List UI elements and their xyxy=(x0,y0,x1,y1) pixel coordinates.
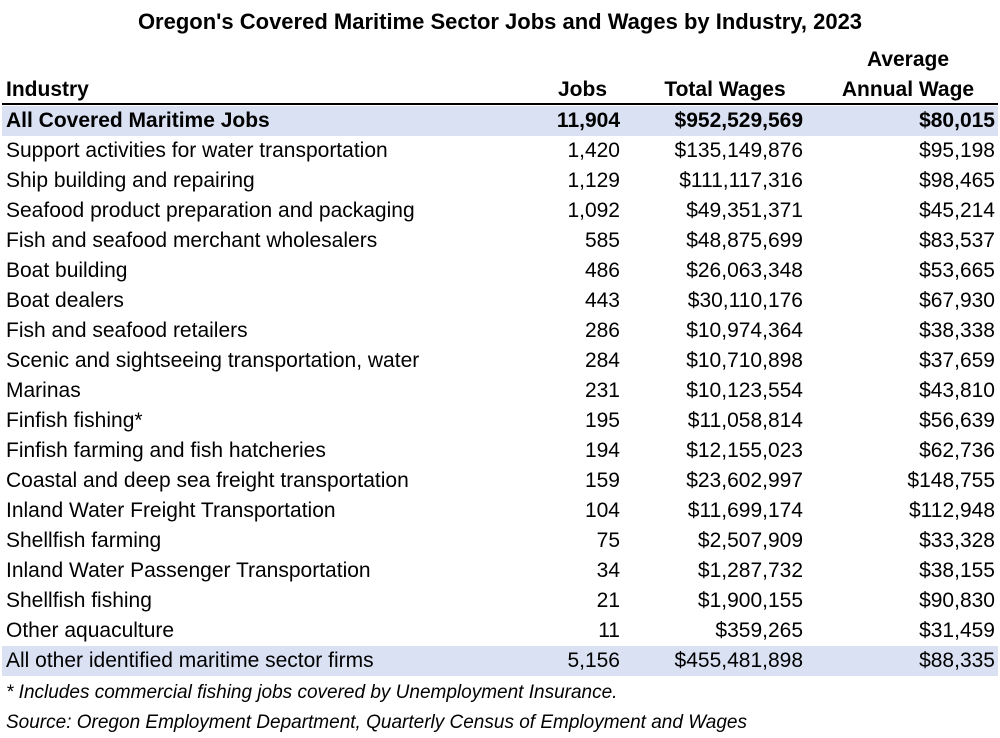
industry-cell: Boat dealers xyxy=(6,289,124,312)
value-cell: 159 xyxy=(584,469,620,492)
value-cell: $112,948 xyxy=(908,499,995,522)
industry-cell: Inland Water Freight Transportation xyxy=(6,499,336,522)
value-cell: $83,537 xyxy=(919,229,995,252)
industry-cell: All Covered Maritime Jobs xyxy=(6,109,270,132)
value-cell: $37,659 xyxy=(919,349,995,372)
value-cell: $10,123,554 xyxy=(686,379,803,402)
industry-cell: Shellfish fishing xyxy=(6,589,152,612)
value-cell: $45,214 xyxy=(919,199,995,222)
value-cell: $38,155 xyxy=(919,559,995,582)
footnote: * Includes commercial fishing jobs cover… xyxy=(6,682,618,703)
value-cell: $38,338 xyxy=(919,319,995,342)
footnote: Source: Oregon Employment Department, Qu… xyxy=(6,712,747,733)
value-cell: 1,092 xyxy=(567,199,620,222)
value-cell: $11,058,814 xyxy=(687,409,803,432)
value-cell: $26,063,348 xyxy=(686,259,803,282)
value-cell: $11,699,174 xyxy=(687,499,803,522)
value-cell: $62,736 xyxy=(919,439,995,462)
industry-cell: Fish and seafood merchant wholesalers xyxy=(6,229,378,252)
industry-cell: Marinas xyxy=(6,379,81,402)
value-cell: $53,665 xyxy=(919,259,995,282)
value-cell: $30,110,176 xyxy=(687,289,803,312)
row-highlight xyxy=(2,646,998,676)
value-cell: $49,351,371 xyxy=(686,199,803,222)
value-cell: $98,465 xyxy=(919,169,995,192)
row-highlight xyxy=(2,106,998,136)
value-cell: $1,287,732 xyxy=(697,559,803,582)
value-cell: 5,156 xyxy=(567,649,620,672)
value-cell: $135,149,876 xyxy=(674,139,803,162)
value-cell: $56,639 xyxy=(919,409,995,432)
value-cell: 104 xyxy=(584,499,620,522)
value-cell: $88,335 xyxy=(919,649,995,672)
column-header: Industry xyxy=(6,78,89,101)
value-cell: 486 xyxy=(584,259,620,282)
industry-cell: Boat building xyxy=(6,259,128,282)
industry-cell: Shellfish farming xyxy=(6,529,162,552)
column-header: Jobs xyxy=(557,78,607,101)
industry-cell: Finfish farming and fish hatcheries xyxy=(6,439,326,462)
industry-cell: Support activities for water transportat… xyxy=(6,139,388,162)
industry-cell: Fish and seafood retailers xyxy=(6,319,248,342)
title: Oregon's Covered Maritime Sector Jobs an… xyxy=(137,9,863,34)
column-header: Total Wages xyxy=(664,78,786,101)
value-cell: $455,481,898 xyxy=(674,649,803,672)
industry-cell: Scenic and sightseeing transportation, w… xyxy=(6,349,420,372)
value-cell: $1,900,155 xyxy=(697,589,803,612)
value-cell: $111,117,316 xyxy=(679,169,803,192)
value-cell: 195 xyxy=(584,409,620,432)
industry-cell: Seafood product preparation and packagin… xyxy=(6,199,415,222)
value-cell: $23,602,997 xyxy=(686,469,803,492)
value-cell: 34 xyxy=(596,559,620,582)
value-cell: $12,155,023 xyxy=(686,439,803,462)
industry-cell: Finfish fishing* xyxy=(6,409,143,432)
value-cell: 11,904 xyxy=(556,109,620,132)
value-cell: 1,420 xyxy=(567,139,620,162)
industry-cell: All other identified maritime sector fir… xyxy=(6,649,374,672)
value-cell: 75 xyxy=(596,529,620,552)
value-cell: $33,328 xyxy=(919,529,995,552)
value-cell: $90,830 xyxy=(919,589,995,612)
column-header: Average xyxy=(866,48,950,71)
value-cell: $48,875,699 xyxy=(686,229,803,252)
industry-cell: Inland Water Passenger Transportation xyxy=(6,559,371,582)
value-cell: $95,198 xyxy=(919,139,995,162)
value-cell: 1,129 xyxy=(567,169,620,192)
column-header: Annual Wage xyxy=(841,78,975,101)
header-rule xyxy=(2,103,998,105)
industry-cell: Ship building and repairing xyxy=(6,169,255,192)
value-cell: 231 xyxy=(584,379,620,402)
value-cell: $359,265 xyxy=(715,619,803,642)
industry-cell: Coastal and deep sea freight transportat… xyxy=(6,469,409,492)
value-cell: $10,710,898 xyxy=(686,349,803,372)
value-cell: 585 xyxy=(584,229,620,252)
value-cell: 284 xyxy=(584,349,620,372)
value-cell: $2,507,909 xyxy=(697,529,803,552)
value-cell: 443 xyxy=(584,289,620,312)
value-cell: $43,810 xyxy=(919,379,995,402)
value-cell: $10,974,364 xyxy=(686,319,803,342)
value-cell: $67,930 xyxy=(919,289,995,312)
value-cell: 286 xyxy=(584,319,620,342)
value-cell: $80,015 xyxy=(919,109,995,132)
value-cell: 11 xyxy=(598,619,620,642)
value-cell: 194 xyxy=(584,439,620,462)
value-cell: $31,459 xyxy=(919,619,995,642)
value-cell: 21 xyxy=(596,589,620,612)
value-cell: $952,529,569 xyxy=(674,109,803,132)
value-cell: $148,755 xyxy=(907,469,995,492)
industry-cell: Other aquaculture xyxy=(6,619,175,642)
